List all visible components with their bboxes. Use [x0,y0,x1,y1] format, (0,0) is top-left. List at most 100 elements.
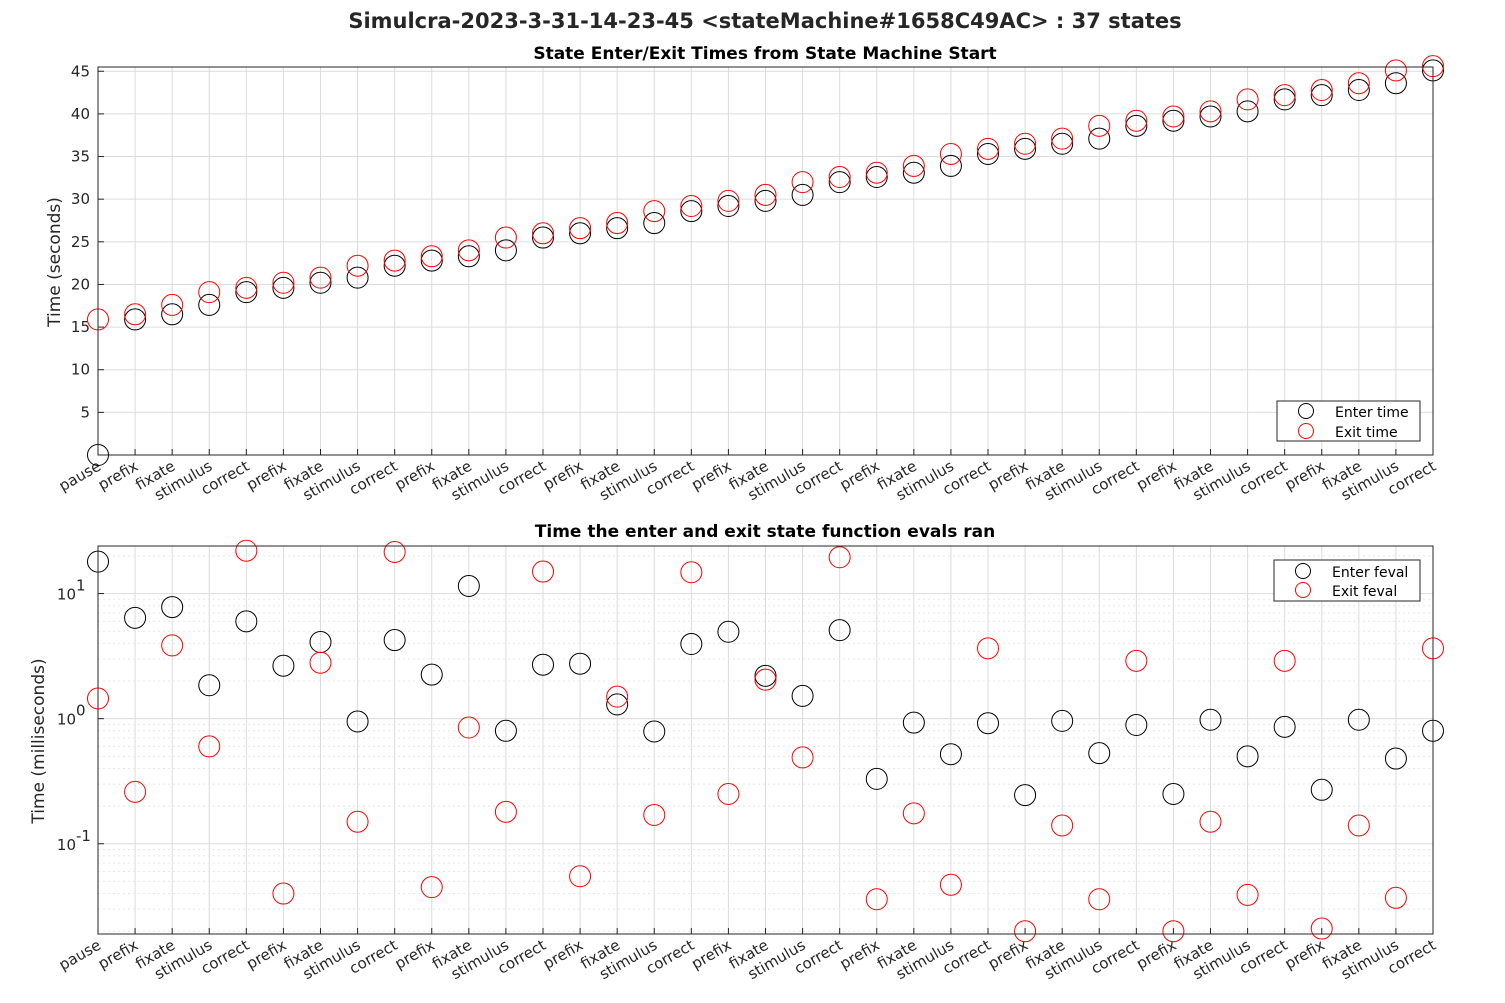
marker-enter-time [865,166,888,189]
marker-enter-feval [1088,742,1111,765]
marker-enter-feval [865,767,888,790]
marker-enter-feval [1051,709,1074,732]
y-tick-exponent: 1 [76,577,86,595]
marker-enter-feval [569,652,592,675]
marker-enter-time [680,200,703,223]
marker-enter-feval [1199,708,1222,731]
grid-top [97,67,1434,455]
marker-enter-feval [791,684,814,707]
marker-exit-time [161,293,184,316]
marker-exit-feval [1051,814,1074,837]
marker-exit-feval [569,865,592,888]
plot-frame-top [97,66,1434,456]
marker-exit-feval [1199,810,1222,833]
marker-exit-feval [939,873,962,896]
marker-exit-feval [309,651,332,674]
marker-enter-time [643,212,666,235]
marker-enter-time [309,271,332,294]
marker-enter-feval [272,654,295,677]
marker-exit-time [680,194,703,217]
marker-enter-time [161,303,184,326]
marker-exit-time [346,254,369,277]
marker-enter-feval [235,610,258,633]
y-tick-exponent: 0 [76,702,86,720]
legend-label-exit-time: Exit time [1335,425,1398,441]
marker-exit-time [643,200,666,223]
marker-enter-time [754,189,777,212]
marker-enter-feval [902,711,925,734]
marker-enter-time [1310,84,1333,107]
marker-exit-feval [161,634,184,657]
marker-enter-time [791,183,814,206]
legend-top: Enter time Exit time [1276,400,1421,442]
marker-exit-feval [1273,649,1296,672]
x-tick-label-prefix: prefix [95,457,141,494]
marker-exit-time [420,245,443,268]
marker-enter-time [346,266,369,289]
marker-exit-feval [717,782,740,805]
marker-enter-time [1162,109,1185,132]
marker-exit-feval [457,716,480,739]
data-markers-top [87,55,1444,466]
marker-enter-time [494,239,517,262]
x-tick-label-prefix: prefix [95,936,141,973]
y-tick-exponent: -1 [76,827,91,845]
marker-enter-time [828,171,851,194]
marker-exit-time [977,137,999,160]
marker-exit-time [1236,88,1259,111]
marker-exit-feval [754,668,777,691]
marker-enter-feval [346,710,369,733]
marker-exit-feval [235,539,258,562]
y-tick-label: 10 [71,361,90,379]
marker-enter-time [1199,105,1222,128]
marker-exit-time [235,276,258,299]
marker-enter-feval [754,664,777,687]
marker-exit-time [606,212,629,235]
marker-exit-feval [272,882,295,905]
data-markers-bottom [87,539,1444,943]
marker-enter-feval [828,619,851,642]
marker-exit-time [1310,79,1333,102]
legend-marker-exit-feval [1295,582,1311,598]
marker-enter-time [198,293,221,316]
marker-exit-feval [124,780,147,803]
x-tick-label-prefix: prefix [837,457,883,494]
marker-enter-time [1088,127,1111,150]
x-ticks-bottom: pauseprefixfixatestimuluscorrectprefixfi… [56,928,1439,983]
marker-exit-feval [606,685,629,708]
chart-title-feval-times: Time the enter and exit state function e… [535,522,995,542]
marker-enter-time [457,245,480,268]
legend-box-top [1276,400,1421,442]
marker-enter-time [1051,132,1074,155]
x-tick-label-prefix: prefix [243,457,289,494]
marker-exit-feval [1236,883,1259,906]
marker-enter-time [606,217,629,240]
marker-enter-feval [198,674,221,697]
y-axis-label-seconds: Time (seconds) [45,197,65,328]
marker-enter-time [902,161,925,184]
marker-enter-time [124,308,147,331]
marker-exit-time [717,189,740,212]
marker-exit-time [902,154,925,177]
figure-suptitle: Simulcra-2023-3-31-14-23-45 <stateMachin… [348,9,1181,33]
legend-bottom: Enter feval Exit feval [1273,559,1421,602]
chart-feval-times: Time the enter and exit state function e… [29,522,1444,983]
marker-exit-feval [791,746,814,769]
marker-enter-feval [680,633,703,656]
x-tick-label-prefix: prefix [243,936,289,973]
marker-enter-feval [457,574,480,597]
marker-enter-feval [494,719,517,742]
marker-exit-feval [420,876,443,899]
marker-enter-feval [977,712,999,735]
marker-exit-feval [383,540,406,563]
marker-exit-feval [1347,814,1370,837]
marker-enter-feval [1162,782,1185,805]
marker-enter-feval [1236,745,1259,768]
y-tick-label: 10 [57,711,76,729]
marker-exit-feval [346,810,369,833]
y-tick-label: 15 [71,318,90,336]
marker-exit-time [1162,105,1185,128]
marker-exit-time [1125,109,1148,132]
chart-title-enter-exit-times: State Enter/Exit Times from State Machin… [533,44,996,64]
y-tick-label: 40 [71,105,90,123]
